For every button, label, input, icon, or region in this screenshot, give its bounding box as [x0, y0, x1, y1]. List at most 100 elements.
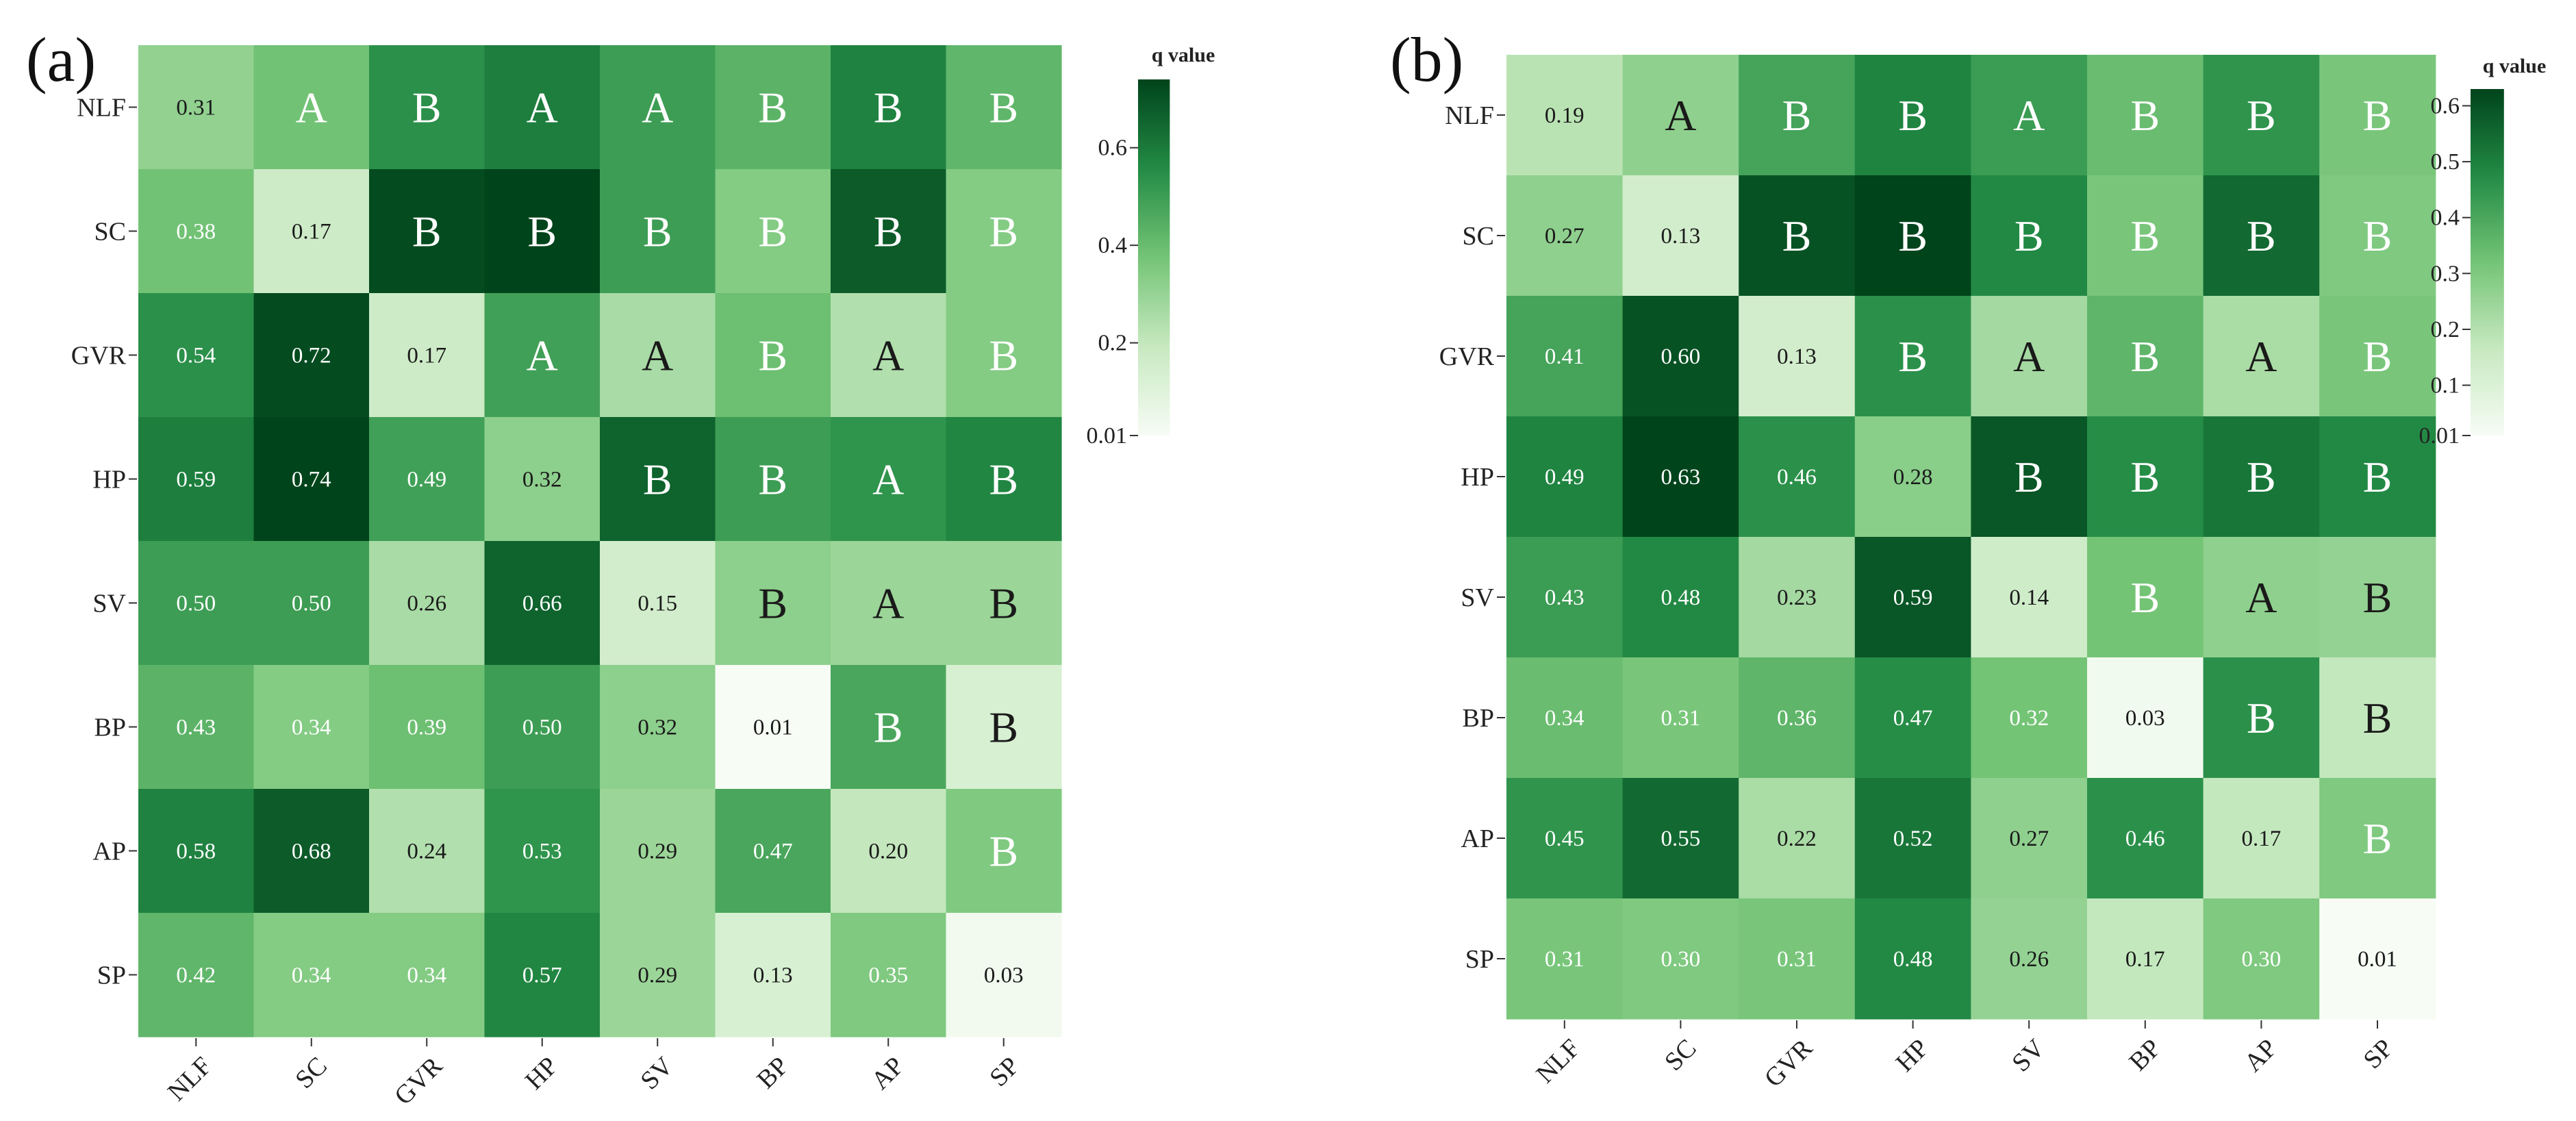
- cell-q-value: 0.14: [2009, 585, 2049, 610]
- cell-q-value: 0.26: [407, 592, 446, 616]
- cell-q-value: 0.66: [522, 592, 562, 616]
- cell-significance-letter: B: [412, 207, 442, 256]
- y-tick-label: SC: [1463, 222, 1494, 251]
- cell-q-value: 0.48: [1661, 585, 1701, 610]
- heatmap-cell: [369, 913, 485, 1037]
- heatmap-cell: [1506, 55, 1624, 176]
- colorbar-title: q value: [2483, 55, 2547, 77]
- cell-q-value: 0.38: [176, 220, 216, 244]
- cell-q-value: 0.34: [292, 963, 331, 988]
- heatmap-cell: [1622, 296, 1739, 417]
- heatmap-cell: [1739, 55, 1856, 176]
- colorbar-tick-label: 0.01: [1087, 423, 1128, 449]
- colorbar-tick-label: 0.3: [2431, 261, 2460, 286]
- heatmap-panel-a: (a) 0.31 A B A A B B B 0.38 0.17 B B B B B B 0.54 0.72 0.17…: [26, 25, 1215, 1111]
- x-tick-label: BP: [2123, 1033, 2167, 1076]
- heatmap-cell: [715, 789, 831, 914]
- cell-q-value: 0.32: [2009, 706, 2049, 731]
- heatmap-cell: [369, 789, 485, 914]
- cell-significance-letter: A: [2245, 573, 2277, 622]
- x-tick-label: AP: [866, 1051, 909, 1095]
- y-tick-label: HP: [1461, 463, 1494, 492]
- y-tick-label: BP: [1463, 704, 1494, 733]
- heatmap-cell: [253, 789, 370, 914]
- heatmap-cell: [1622, 55, 1739, 176]
- heatmap-cell: [600, 45, 716, 170]
- heatmap-cell: [600, 169, 716, 294]
- heatmap-cell: [1506, 175, 1624, 297]
- cell-significance-letter: A: [296, 84, 327, 132]
- cell-significance-letter: B: [874, 207, 903, 256]
- heatmap-cell: [946, 417, 1062, 542]
- heatmap-cell: [946, 541, 1062, 666]
- heatmap-cell: [2203, 778, 2320, 899]
- heatmap-panel-b: (b) 0.19 A B B A B B B 0.27 0.13 B B B B B B 0.41 0.60 0.13…: [1390, 25, 2546, 1093]
- heatmap-cell: [484, 169, 601, 294]
- heatmap-cell: [138, 913, 255, 1037]
- colorbar-title: q value: [1152, 44, 1215, 66]
- heatmap-cell: [831, 45, 947, 170]
- heatmap-cell: [831, 789, 947, 914]
- x-tick-label: NLF: [162, 1051, 217, 1106]
- cell-significance-letter: B: [412, 84, 442, 132]
- heatmap-cell: [946, 45, 1062, 170]
- cell-q-value: 0.49: [1545, 465, 1584, 490]
- heatmap-cell: [138, 665, 255, 790]
- cell-q-value: 0.31: [1545, 947, 1584, 972]
- cell-q-value: 0.32: [522, 468, 562, 492]
- cell-q-value: 0.43: [176, 716, 216, 740]
- heatmap-cell: [2203, 537, 2320, 658]
- colorbar-tick-label: 0.4: [1098, 233, 1128, 258]
- cell-q-value: 0.54: [176, 344, 216, 368]
- cell-q-value: 0.13: [1777, 344, 1817, 369]
- heatmap-cell: [2319, 657, 2436, 779]
- cell-q-value: 0.42: [176, 963, 216, 988]
- heatmap-cell: [369, 45, 485, 170]
- cell-q-value: 0.50: [522, 716, 562, 740]
- heatmap-cell: [1739, 296, 1856, 417]
- heatmap-cell: [831, 293, 947, 418]
- heatmap-cell: [1739, 778, 1856, 899]
- heatmap-cell: [484, 417, 601, 542]
- heatmap-cell: [600, 541, 716, 666]
- heatmap-cell: [2319, 416, 2436, 538]
- colorbar-gradient: [1138, 79, 1170, 436]
- cell-significance-letter: B: [2130, 332, 2160, 381]
- heatmap-cell: [715, 417, 831, 542]
- cell-q-value: 0.43: [1545, 585, 1584, 610]
- heatmap-cell: [600, 789, 716, 914]
- cell-q-value: 0.32: [637, 716, 677, 740]
- y-tick-label: SV: [1461, 583, 1494, 612]
- cell-q-value: 0.28: [1893, 465, 1933, 490]
- cell-q-value: 0.01: [753, 716, 793, 740]
- cell-significance-letter: A: [642, 84, 673, 132]
- heatmap-cell: [1854, 416, 1971, 538]
- cell-q-value: 0.31: [1777, 947, 1817, 972]
- heatmap-cell: [946, 789, 1062, 914]
- heatmap-cell: [831, 417, 947, 542]
- x-tick-label: HP: [520, 1051, 564, 1095]
- cell-significance-letter: B: [2363, 453, 2392, 501]
- heatmap-cell: [1506, 778, 1624, 899]
- cell-q-value: 0.47: [1893, 706, 1933, 731]
- cell-q-value: 0.34: [1545, 706, 1584, 731]
- heatmap-cell: [2087, 537, 2204, 658]
- panel-label: (a): [26, 25, 96, 95]
- heatmap-cell: [600, 913, 716, 1037]
- heatmap-cell: [946, 913, 1062, 1037]
- cell-q-value: 0.58: [176, 840, 216, 864]
- heatmap-cell: [831, 541, 947, 666]
- cell-significance-letter: B: [758, 84, 787, 132]
- heatmap-cell: [1854, 296, 1971, 417]
- cell-significance-letter: B: [989, 827, 1018, 876]
- y-tick-label: SP: [1465, 945, 1494, 974]
- heatmap-cell: [831, 169, 947, 294]
- heatmap-cell: [715, 293, 831, 418]
- colorbar-tick-label: 0.6: [2431, 93, 2460, 118]
- heatmap-cell: [484, 541, 601, 666]
- y-tick-label: AP: [1461, 824, 1494, 853]
- cell-q-value: 0.15: [637, 592, 677, 616]
- heatmap-cell: [1971, 55, 2088, 176]
- colorbar-tick-label: 0.6: [1098, 136, 1128, 161]
- y-tick-label: NLF: [1445, 101, 1494, 130]
